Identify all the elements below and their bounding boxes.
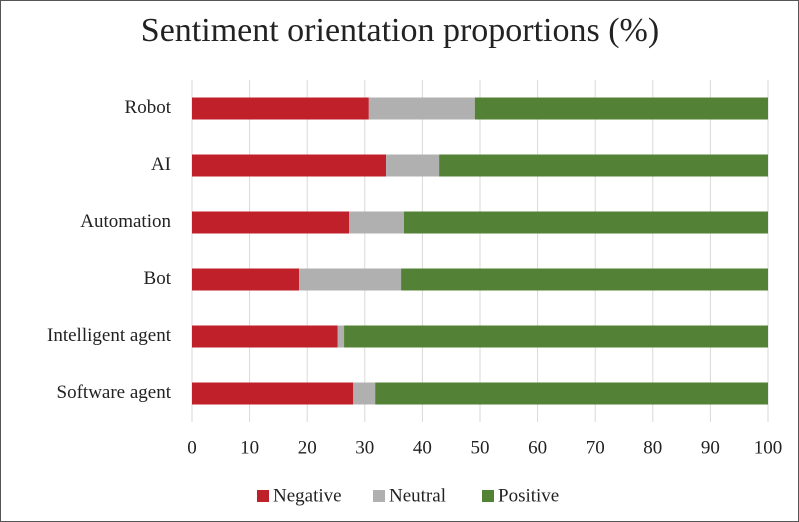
bar-segment xyxy=(192,211,350,234)
bar-segment xyxy=(337,325,345,348)
bar-segment xyxy=(192,382,354,405)
legend-label: Negative xyxy=(273,485,342,506)
bar-segment xyxy=(368,97,475,120)
y-tick-label: Robot xyxy=(125,97,172,118)
bar-segment xyxy=(344,325,768,348)
x-tick-label: 90 xyxy=(701,437,720,458)
bar-segment xyxy=(439,154,768,177)
bar-segment xyxy=(375,382,768,405)
x-tick-label: 30 xyxy=(355,437,374,458)
x-tick-label: 70 xyxy=(586,437,605,458)
y-tick-label: Automation xyxy=(80,211,171,232)
y-tick-label: Software agent xyxy=(57,382,172,403)
legend-swatch xyxy=(257,490,269,502)
x-tick-label: 50 xyxy=(471,437,490,458)
x-tick-label: 10 xyxy=(240,437,259,458)
legend-swatch xyxy=(373,490,385,502)
x-tick-label: 60 xyxy=(528,437,547,458)
x-tick-label: 80 xyxy=(643,437,662,458)
x-tick-label: 20 xyxy=(298,437,317,458)
bar-segment xyxy=(353,382,376,405)
x-tick-label: 40 xyxy=(413,437,432,458)
legend-label: Neutral xyxy=(389,485,446,506)
bar-segment xyxy=(192,154,387,177)
chart-title: Sentiment orientation proportions (%) xyxy=(141,12,659,49)
bar-segment xyxy=(474,97,768,120)
bar-segment xyxy=(192,268,300,291)
legend-swatch xyxy=(482,490,494,502)
y-tick-label: Intelligent agent xyxy=(47,325,172,346)
bar-segment xyxy=(349,211,404,234)
x-tick-label: 100 xyxy=(754,437,783,458)
bar-segment xyxy=(386,154,440,177)
bar-segment xyxy=(192,97,369,120)
x-tick-label: 0 xyxy=(187,437,197,458)
bar-segment xyxy=(403,211,768,234)
bar-segment xyxy=(192,325,338,348)
bar-segment xyxy=(299,268,402,291)
legend-label: Positive xyxy=(498,485,559,506)
bar-segment xyxy=(401,268,768,291)
y-tick-label: Bot xyxy=(144,268,172,289)
y-tick-label: AI xyxy=(151,154,171,175)
